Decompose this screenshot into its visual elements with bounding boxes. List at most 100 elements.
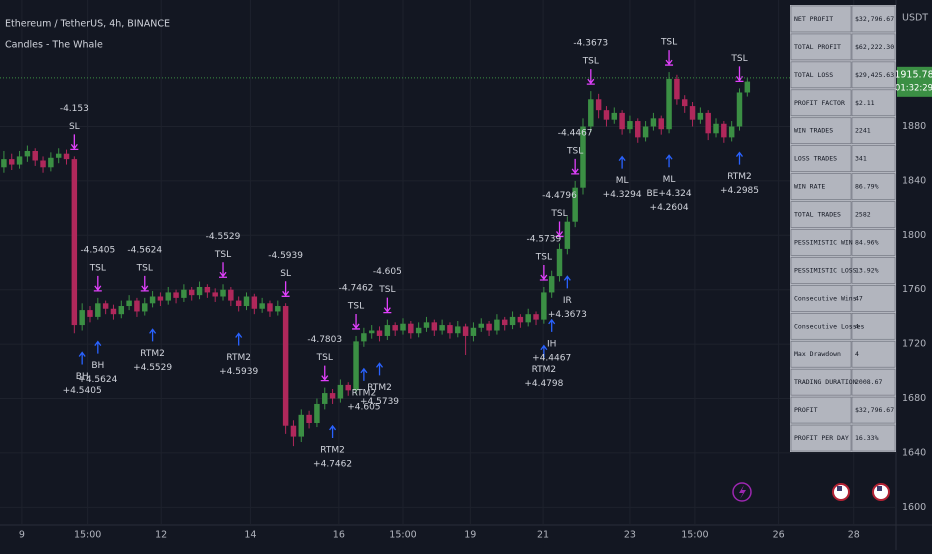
candle-body <box>455 326 461 334</box>
entry-label: +4.2604 <box>650 203 689 213</box>
table-label: PESSIMISTIC WIN <box>794 238 853 246</box>
candle-body <box>87 310 93 317</box>
y-tick-label: 1640 <box>902 447 926 458</box>
table-label: WIN RATE <box>794 183 825 191</box>
candle-body <box>259 303 265 309</box>
exit-label: TSL <box>347 301 364 311</box>
entry-arrow <box>376 362 384 376</box>
table-value: 2008.67 <box>855 378 882 386</box>
candle-body <box>736 92 743 127</box>
candle-body <box>376 330 383 336</box>
table-label: PROFIT FACTOR <box>794 99 845 107</box>
exit-arrow <box>281 281 290 297</box>
entry-label: +4.5529 <box>133 363 172 373</box>
x-tick-label: 14 <box>244 530 256 541</box>
table-background <box>790 5 896 452</box>
candle-body <box>439 325 445 331</box>
entry-label: ML <box>663 175 676 185</box>
exit-label: TSL <box>730 54 747 64</box>
table-cell <box>790 117 852 144</box>
entry-arrow <box>78 351 86 365</box>
x-tick-label: 16 <box>333 530 345 541</box>
last-price: 1915.78 <box>894 69 932 80</box>
alert-icon[interactable] <box>732 482 752 502</box>
symbol-title: Ethereum / TetherUS, 4h, BINANCE <box>5 19 170 30</box>
exit-arrow <box>140 275 149 292</box>
table-value: $62,222.30 <box>855 43 894 51</box>
entry-arrow <box>618 155 626 169</box>
x-tick-label: 12 <box>155 530 167 541</box>
candle-body <box>40 160 46 168</box>
candle-body <box>314 403 320 423</box>
entry-label: RTM2 <box>320 445 345 455</box>
candle-body <box>697 112 704 120</box>
entry-label: RTM2 <box>532 365 557 375</box>
table-cell <box>790 257 852 284</box>
y-tick-label: 1600 <box>902 502 926 513</box>
candle-body <box>142 303 148 312</box>
exit-label: -4.4796 <box>542 191 577 201</box>
table-cell <box>790 285 852 312</box>
candle-body <box>705 112 711 134</box>
candle-body <box>282 306 289 426</box>
candle-body <box>423 322 430 328</box>
countdown: 01:32:29 <box>895 83 932 93</box>
flag-canton <box>837 486 842 491</box>
entry-label: BE+4.324 <box>646 189 691 199</box>
table-cell <box>790 89 852 117</box>
entry-arrow <box>563 275 571 289</box>
entry-label: IR <box>563 296 572 306</box>
candle-body <box>642 126 649 138</box>
table-value: $29,425.63 <box>855 71 894 79</box>
table-label: PROFIT <box>794 406 818 414</box>
candle-body <box>134 300 140 312</box>
candle-body <box>275 306 281 312</box>
y-tick-label: 1720 <box>902 339 926 350</box>
candle-body <box>368 330 375 334</box>
exit-arrow <box>555 221 564 238</box>
candle-body <box>290 425 297 437</box>
candle-body <box>63 153 70 160</box>
candle-body <box>509 316 516 326</box>
exit-label: -4.605 <box>373 267 402 277</box>
y-tick-label: 1880 <box>902 121 926 132</box>
table-label: Max Drawdown <box>794 350 841 358</box>
icons <box>732 482 890 502</box>
table-cell <box>851 117 896 144</box>
entry-arrow <box>235 332 243 346</box>
y-tick-label: 1800 <box>902 230 926 241</box>
candle-body <box>165 292 171 301</box>
candle-body <box>447 325 453 334</box>
candle-body <box>470 327 477 336</box>
candle-body <box>243 296 250 307</box>
entry-label: IH <box>547 339 556 349</box>
exit-label: -4.7803 <box>307 335 342 345</box>
entry-label: +4.4798 <box>524 379 563 389</box>
table-cell <box>790 340 852 368</box>
candle-body <box>431 322 438 331</box>
candle-body <box>595 99 602 111</box>
candle-body <box>157 296 164 301</box>
table-cell <box>851 424 896 452</box>
candle-body <box>298 414 305 437</box>
x-tick-label: 15:00 <box>681 530 708 541</box>
table-cell <box>790 396 852 424</box>
y-tick-label: 1840 <box>902 175 926 186</box>
table-cell <box>851 89 896 117</box>
exit-arrow <box>320 365 329 382</box>
table-value: $32,796.67 <box>855 15 894 23</box>
candle-body <box>220 289 226 297</box>
table-cell <box>851 173 896 200</box>
candle-body <box>55 153 62 158</box>
y-tick-label: 1680 <box>902 393 926 404</box>
indicator-name: Candles - The Whale <box>5 40 103 51</box>
candle-body <box>32 150 38 161</box>
exit-label: SL <box>69 122 80 132</box>
candle-body <box>126 300 132 307</box>
candle-body <box>118 306 125 315</box>
table-value: 13.92% <box>855 266 879 274</box>
candle-body <box>361 333 367 342</box>
entry-label: ML <box>616 176 629 186</box>
entry-label: +4.7462 <box>313 459 352 469</box>
x-tick-label: 9 <box>19 530 25 541</box>
